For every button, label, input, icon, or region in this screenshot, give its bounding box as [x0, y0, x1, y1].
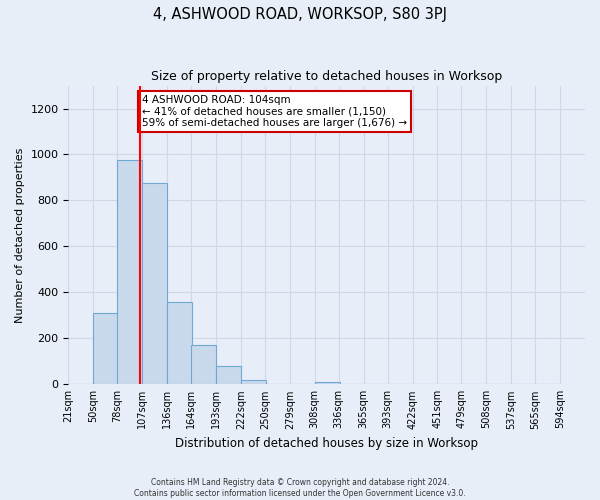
Bar [93, 313, 118, 384]
Text: 4, ASHWOOD ROAD, WORKSOP, S80 3PJ: 4, ASHWOOD ROAD, WORKSOP, S80 3PJ [153, 8, 447, 22]
Bar [241, 380, 266, 384]
Text: 4 ASHWOOD ROAD: 104sqm
← 41% of detached houses are smaller (1,150)
59% of semi-: 4 ASHWOOD ROAD: 104sqm ← 41% of detached… [142, 94, 407, 128]
Bar [191, 345, 216, 385]
Bar [314, 382, 340, 384]
Bar [216, 366, 241, 384]
Bar [118, 160, 142, 384]
Text: Contains HM Land Registry data © Crown copyright and database right 2024.
Contai: Contains HM Land Registry data © Crown c… [134, 478, 466, 498]
Y-axis label: Number of detached properties: Number of detached properties [15, 147, 25, 322]
Title: Size of property relative to detached houses in Worksop: Size of property relative to detached ho… [151, 70, 502, 83]
Bar [142, 183, 167, 384]
Bar [167, 302, 192, 384]
X-axis label: Distribution of detached houses by size in Worksop: Distribution of detached houses by size … [175, 437, 478, 450]
